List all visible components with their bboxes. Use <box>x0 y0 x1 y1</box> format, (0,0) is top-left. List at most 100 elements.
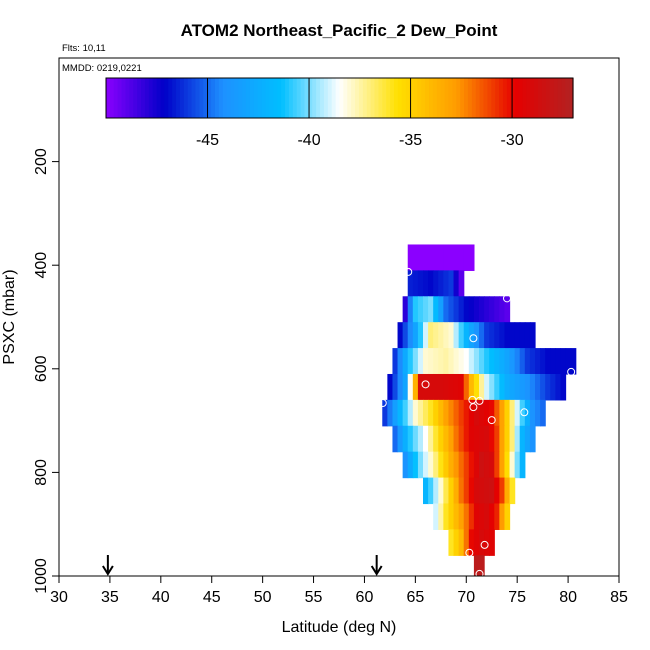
heatmap-cell <box>504 477 511 505</box>
heatmap-cell <box>489 529 495 556</box>
heatmap-cell <box>423 399 429 427</box>
heatmap-cell <box>423 296 429 323</box>
heatmap-cell <box>392 425 399 453</box>
heatmap-cell <box>423 477 429 505</box>
heatmap-cell <box>458 296 465 323</box>
heatmap-cell <box>443 373 450 401</box>
heatmap-cell <box>463 451 470 479</box>
heatmap-cell <box>438 244 444 271</box>
heatmap-cell <box>407 270 414 297</box>
heatmap-cell <box>423 270 429 297</box>
heatmap-cell <box>524 373 531 401</box>
heatmap-cell <box>509 425 516 453</box>
heatmap-cell <box>438 296 444 323</box>
heatmap-cell <box>448 425 455 453</box>
heatmap-cell <box>468 296 475 323</box>
colorbar-segment <box>323 78 329 118</box>
heatmap-cell <box>479 348 485 375</box>
colorbar-segment <box>257 78 263 118</box>
heatmap-cell <box>392 373 399 401</box>
y-tick-label: 1000 <box>33 558 50 594</box>
colorbar-segment <box>137 78 142 118</box>
colorbar-segment <box>491 78 496 118</box>
colorbar-segment <box>448 78 453 118</box>
plot-frame <box>58 57 620 577</box>
colorbar-segment <box>133 78 138 118</box>
heatmap-cell <box>428 348 434 375</box>
flight-arrow-head <box>102 565 114 576</box>
colorbar-segment <box>514 78 520 118</box>
heatmap-cell <box>489 296 495 323</box>
heatmap-cell <box>402 296 409 323</box>
heatmap-cell <box>494 348 500 375</box>
heatmap-cell <box>453 270 460 297</box>
heatmap-cell <box>412 399 419 427</box>
colorbar-segment <box>288 78 294 118</box>
heatmap-cell <box>453 373 460 401</box>
sample-marker <box>404 267 413 276</box>
y-tick-label: 800 <box>33 459 50 486</box>
y-tick-label: 400 <box>33 252 50 279</box>
heatmap-cell <box>453 503 460 530</box>
colorbar-segment <box>452 78 457 118</box>
colorbar-segment <box>526 78 531 118</box>
heatmap-cell <box>514 451 521 479</box>
heatmap-cell <box>448 296 455 323</box>
heatmap-cell <box>453 451 460 479</box>
heatmap-cell <box>397 322 404 349</box>
colorbar-segment <box>238 78 243 118</box>
heatmap-cell <box>479 399 485 427</box>
heatmap-cell <box>463 244 470 271</box>
heatmap-cell <box>519 451 526 479</box>
colorbar: -45 -40 -35 -30 <box>105 77 574 149</box>
heatmap-cell <box>473 477 480 505</box>
colorbar-segment <box>222 78 228 118</box>
sample-marker <box>475 569 484 576</box>
colorbar-segment <box>358 78 364 118</box>
colorbar-segment <box>152 78 158 118</box>
colorbar-segment <box>218 78 224 118</box>
heatmap-cell <box>407 399 414 427</box>
heatmap-cell <box>458 322 465 349</box>
y-axis: 200 400 600 800 1000 <box>33 148 59 594</box>
colorbar-segment <box>160 78 165 118</box>
colorbar-segment <box>530 78 535 118</box>
colorbar-segment <box>436 78 442 118</box>
heatmap-cell <box>443 322 450 349</box>
heatmap-cell <box>407 244 414 271</box>
colorbar-segment <box>296 78 302 118</box>
heatmap-cell <box>412 425 419 453</box>
heatmap-cell <box>509 373 516 401</box>
colorbar-segment <box>187 78 193 118</box>
y-tick-label: 200 <box>33 148 50 175</box>
heatmap-cell <box>463 425 470 453</box>
heatmap-cell <box>433 348 439 375</box>
heatmap-cell <box>387 399 394 427</box>
x-tick-label: 80 <box>559 589 577 606</box>
heatmap-cell <box>412 296 419 323</box>
colorbar-segment <box>421 78 426 118</box>
colorbar-segment <box>300 78 306 118</box>
heatmap-cell <box>433 373 439 401</box>
heatmap-cell <box>473 322 480 349</box>
heatmap-cell <box>448 244 455 271</box>
heatmap-cell <box>514 322 521 349</box>
heatmap-cell <box>443 296 450 323</box>
heatmap-cell <box>484 296 490 323</box>
heatmap-cell <box>423 244 429 271</box>
colorbar-segment <box>125 78 130 118</box>
colorbar-segment <box>467 78 473 118</box>
colorbar-segment <box>405 78 411 118</box>
x-axis-label: Latitude (deg N) <box>282 619 397 636</box>
colorbar-segment <box>495 78 500 118</box>
heatmap-cell <box>423 322 429 349</box>
heatmap-cell <box>499 348 506 375</box>
heatmap-cell <box>479 451 485 479</box>
heatmap-cell <box>540 373 546 401</box>
sample-marker <box>480 540 489 549</box>
heatmap-cell <box>473 529 480 556</box>
heatmap-cell <box>463 322 470 349</box>
heatmap-cell <box>407 296 414 323</box>
heatmap-cell <box>468 477 475 505</box>
